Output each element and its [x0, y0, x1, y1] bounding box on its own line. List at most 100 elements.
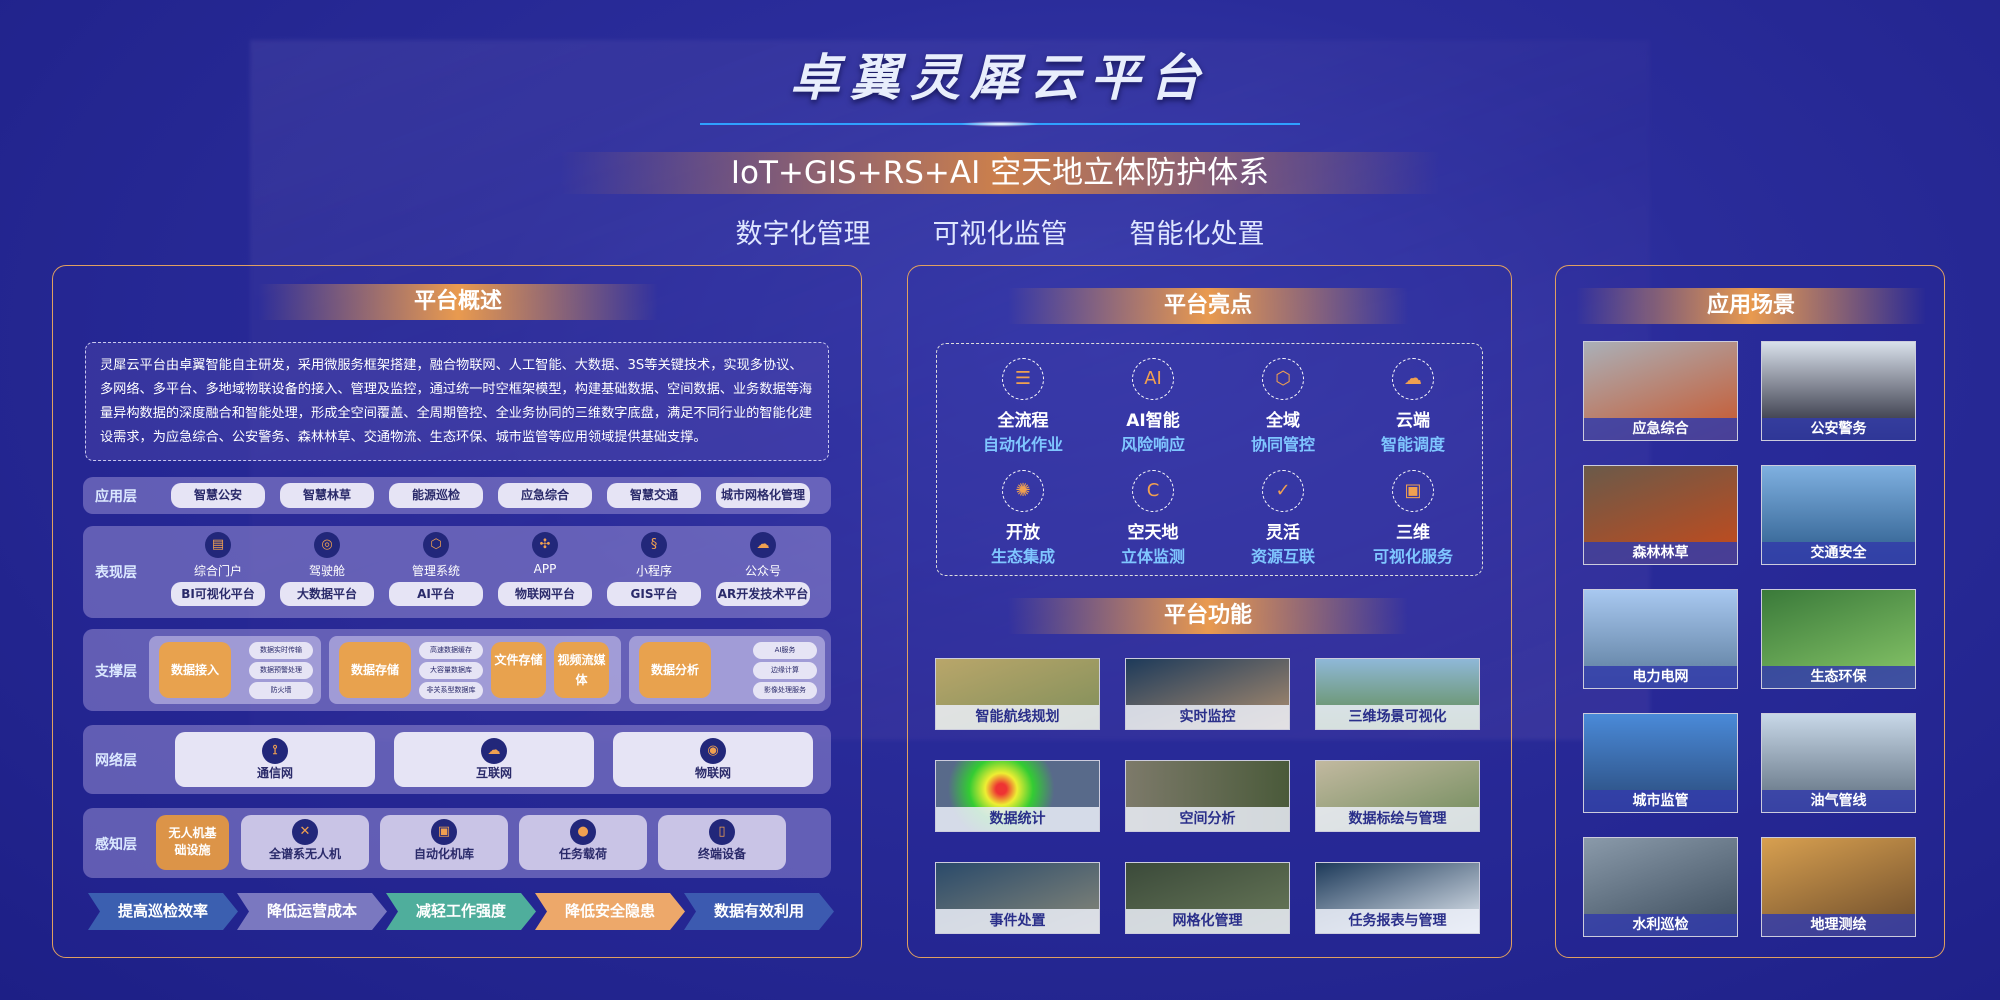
function-card[interactable]: 数据统计: [935, 760, 1100, 832]
title-decoration: [700, 95, 1300, 127]
highlight-item: ✓ 灵活 资源互联: [1218, 470, 1348, 567]
support-main[interactable]: 数据接入: [159, 642, 231, 698]
benefit-arrow: 减轻工作强度: [386, 893, 536, 930]
scenario-card[interactable]: 公安警务: [1761, 341, 1916, 441]
support-sub[interactable]: 影像处理服务: [753, 682, 817, 699]
monitor-3d-icon: ▣: [1392, 470, 1434, 512]
support-main[interactable]: 视频流媒体: [554, 642, 609, 698]
highlight-subtitle: 可视化服务: [1372, 547, 1453, 566]
scenario-card[interactable]: 电力电网: [1583, 589, 1738, 689]
app-item[interactable]: 智慧林草: [280, 483, 374, 508]
platform-item[interactable]: 物联网平台: [498, 582, 592, 606]
tag: 数字化管理: [735, 219, 871, 250]
scenario-label: 水利巡检: [1584, 914, 1737, 936]
scenario-card[interactable]: 森林林草: [1583, 465, 1738, 565]
support-main[interactable]: 数据分析: [639, 642, 711, 698]
network-item[interactable]: ⟟ 通信网: [175, 732, 375, 787]
scenario-label: 公安警务: [1762, 418, 1915, 440]
function-card[interactable]: 三维场景可视化: [1315, 658, 1480, 730]
function-card[interactable]: 智能航线规划: [935, 658, 1100, 730]
scenario-card[interactable]: 生态环保: [1761, 589, 1916, 689]
presentation-label: 管理系统: [411, 564, 460, 578]
presentation-label: APP: [533, 562, 557, 576]
perception-item[interactable]: ✕ 全谱系无人机: [241, 815, 369, 870]
function-label: 数据统计: [936, 807, 1099, 831]
wechat-icon: ☁: [750, 532, 776, 558]
presentation-layer: 表现层 ▤ 综合门户 BI可视化平台 ◎ 驾驶舱 大数据平台 ⬡ 管理系统 AI平台 ✣ APP 物联网…: [83, 526, 831, 618]
function-label: 智能航线规划: [936, 705, 1099, 729]
scenario-card[interactable]: 城市监管: [1583, 713, 1738, 813]
highlight-title: 开放: [1006, 523, 1040, 543]
support-main[interactable]: 数据存储: [339, 642, 411, 698]
panel-title: 应用场景: [1576, 288, 1926, 324]
app-item[interactable]: 智慧交通: [607, 483, 701, 508]
layer-label: 网络层: [95, 753, 137, 769]
steering-wheel-icon: ◎: [314, 532, 340, 558]
ai-head-icon: AI: [1132, 358, 1174, 400]
support-sub[interactable]: 防火墙: [249, 682, 313, 699]
antenna-icon: ⟟: [262, 738, 288, 764]
highlight-item: ☰ 全流程 自动化作业: [958, 358, 1088, 455]
page-title: 卓翼灵犀云平台: [790, 49, 1210, 107]
highlight-title: 三维: [1396, 523, 1430, 543]
layer-label: 感知层: [95, 837, 137, 853]
support-main[interactable]: 文件存储: [491, 642, 546, 698]
app-item[interactable]: 能源巡检: [389, 483, 483, 508]
platform-item[interactable]: AR开发技术平台: [716, 582, 810, 606]
support-sub[interactable]: 非关系型数据库: [419, 682, 483, 699]
platform-item[interactable]: AI平台: [389, 582, 483, 606]
platform-item[interactable]: GIS平台: [607, 582, 701, 606]
function-card[interactable]: 任务报表与管理: [1315, 862, 1480, 934]
highlight-title: 云端: [1396, 411, 1430, 431]
highlights-panel: 平台亮点 平台功能 ☰ 全流程 自动化作业 AI AI智能 风险响应 ⬡ 全域 协同管控 ☁ 云端智…: [907, 265, 1512, 958]
scenario-label: 森林林草: [1584, 542, 1737, 564]
mini-program-icon: §: [641, 532, 667, 558]
perception-item[interactable]: ● 任务载荷: [519, 815, 647, 870]
support-sub[interactable]: 大容量数据库: [419, 662, 483, 679]
function-card[interactable]: 实时监控: [1125, 658, 1290, 730]
scenarios-panel: 应用场景 应急综合 公安警务森林林草 交通安全 电力电网 生态环保 城市监管 油气管线水利巡…: [1555, 265, 1945, 958]
support-sub[interactable]: 边缘计算: [753, 662, 817, 679]
perception-item[interactable]: ▣ 自动化机库: [380, 815, 508, 870]
network-item[interactable]: ☁ 互联网: [394, 732, 594, 787]
app-item[interactable]: 城市网格化管理: [716, 483, 810, 508]
function-label: 空间分析: [1126, 807, 1289, 831]
support-sub[interactable]: 数据实时传输: [249, 642, 313, 659]
scenario-card[interactable]: 交通安全: [1761, 465, 1916, 565]
support-layer: 支撑层 数据接入 数据实时传输 数据预警处理 防火墙 数据存储 文件存储 视频流媒体 高速数据缓…: [83, 629, 831, 711]
function-card[interactable]: 网格化管理: [1125, 862, 1290, 934]
scenario-card[interactable]: 应急综合: [1583, 341, 1738, 441]
support-sub[interactable]: 高速数据缓存: [419, 642, 483, 659]
layer-label: 支撑层: [95, 664, 137, 680]
function-card[interactable]: 数据标绘与管理: [1315, 760, 1480, 832]
app-item[interactable]: 智慧公安: [171, 483, 265, 508]
perception-label: 全谱系无人机: [268, 847, 341, 861]
perception-item[interactable]: ▯ 终端设备: [658, 815, 786, 870]
perception-layer: 感知层 无人机基础设施 ✕ 全谱系无人机 ▣ 自动化机库 ● 任务载荷 ▯ 终端设备: [83, 808, 831, 878]
network-item[interactable]: ◉ 物联网: [613, 732, 813, 787]
scenario-card[interactable]: 地理测绘: [1761, 837, 1916, 937]
network-label: 互联网: [475, 766, 512, 780]
function-label: 数据标绘与管理: [1316, 807, 1479, 831]
support-group: 数据存储 文件存储 视频流媒体 高速数据缓存 大容量数据库 非关系型数据库: [329, 636, 621, 704]
app-layer: 应用层 智慧公安 智慧林草 能源巡检 应急综合 智慧交通 城市网格化管理: [83, 477, 831, 514]
presentation-label: 综合门户: [193, 564, 242, 578]
function-card[interactable]: 事件处置: [935, 862, 1100, 934]
presentation-label: 小程序: [635, 564, 672, 578]
support-sub[interactable]: 数据预警处理: [249, 662, 313, 679]
function-card[interactable]: 空间分析: [1125, 760, 1290, 832]
highlight-title: 全流程: [997, 411, 1049, 431]
support-sub[interactable]: AI服务: [753, 642, 817, 659]
benefit-arrow: 提高巡检效率: [88, 893, 238, 930]
platform-item[interactable]: 大数据平台: [280, 582, 374, 606]
scenario-card[interactable]: 水利巡检: [1583, 837, 1738, 937]
highlight-subtitle: 资源互联: [1250, 547, 1315, 566]
uav-infrastructure[interactable]: 无人机基础设施: [156, 815, 229, 870]
cloud-link-icon: ☁: [1392, 358, 1434, 400]
app-item[interactable]: 应急综合: [498, 483, 592, 508]
network-layer: 网络层 ⟟ 通信网 ☁ 互联网 ◉ 物联网: [83, 725, 831, 794]
platform-item[interactable]: BI可视化平台: [171, 582, 265, 606]
c-circle-icon: C: [1132, 470, 1174, 512]
scenario-label: 地理测绘: [1762, 914, 1915, 936]
scenario-card[interactable]: 油气管线: [1761, 713, 1916, 813]
